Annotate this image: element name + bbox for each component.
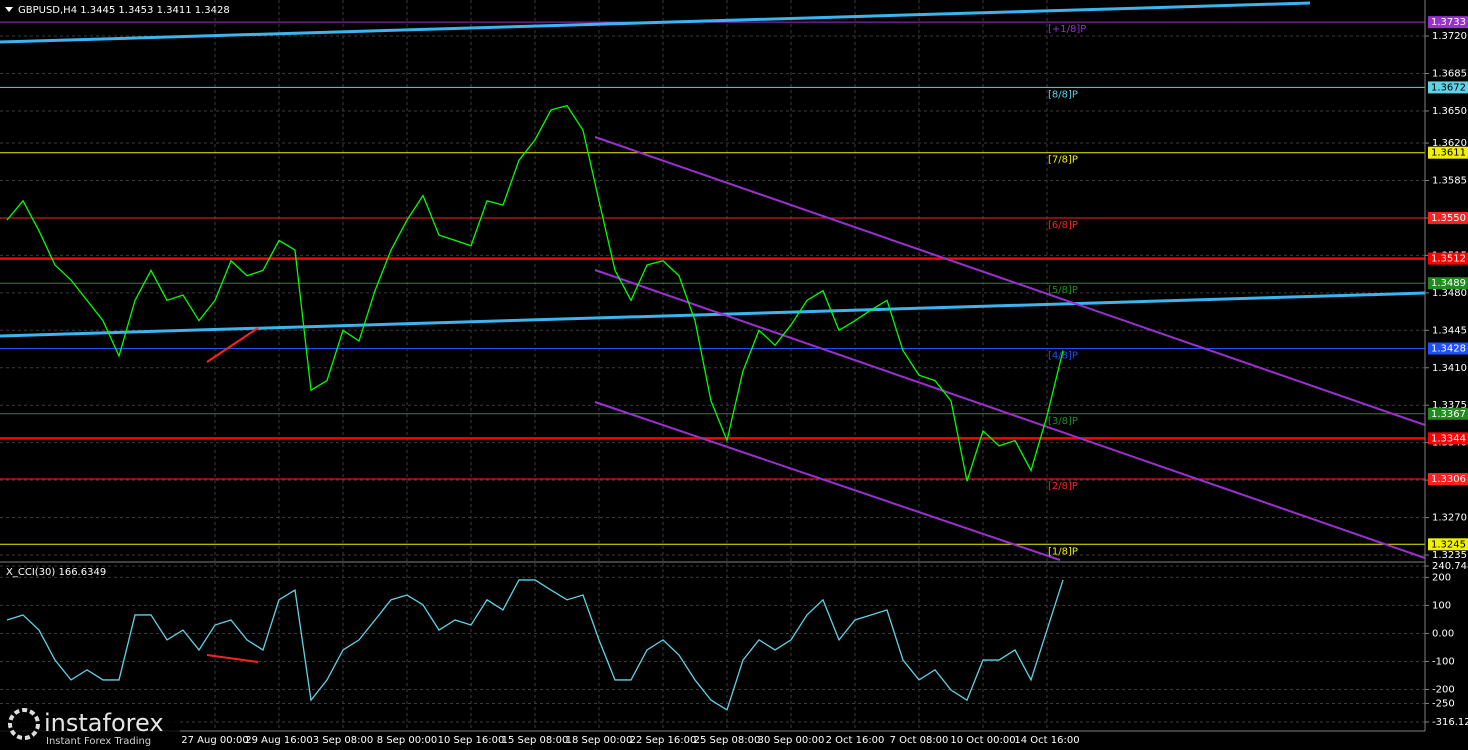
level-name: [5/8]P: [1048, 285, 1078, 296]
chart-title: GBPUSD,H4 1.3445 1.3453 1.3411 1.3428: [18, 5, 230, 16]
x-tick-label: 25 Sep 08:00: [694, 735, 761, 746]
y-tick-label: 200: [1432, 572, 1451, 583]
level-label: 1.3367: [1431, 409, 1466, 420]
x-tick-label: 10 Sep 16:00: [438, 735, 505, 746]
level-label-bg: [1428, 81, 1468, 94]
trend-line: [0, 1, 1311, 44]
level-label: 1.3512: [1431, 254, 1466, 265]
indicator-title: X_CCI(30) 166.6349: [6, 567, 106, 578]
y-tick-label: 1.3650: [1432, 106, 1467, 117]
level-label: 1.3306: [1431, 474, 1466, 485]
x-tick-label: 10 Oct 00:00: [950, 735, 1015, 746]
menu-arrow: [5, 7, 13, 12]
y-tick-label: 0.00: [1432, 628, 1454, 639]
divergence-line: [206, 654, 259, 663]
x-tick-label: 22 Sep 16:00: [630, 735, 697, 746]
level-label-bg: [1428, 16, 1468, 29]
logo-tagline: Instant Forex Trading: [46, 736, 151, 747]
y-tick-label: 1.3445: [1432, 325, 1467, 336]
y-tick-label: 1.3585: [1432, 176, 1467, 187]
level-label: 1.3611: [1431, 148, 1466, 159]
level-label-bg: [1428, 473, 1468, 486]
y-tick-label: 1.3480: [1432, 288, 1467, 299]
channel-line: [594, 136, 1426, 426]
level-name: [4/8]P: [1048, 350, 1078, 361]
level-name: [3/8]P: [1048, 416, 1078, 427]
divergence-line: [206, 327, 259, 363]
y-tick-label: 1.3620: [1432, 138, 1467, 149]
y-tick-label: 1.3235: [1432, 550, 1467, 561]
y-tick-label: 100: [1432, 600, 1451, 611]
level-label-bg: [1428, 277, 1468, 290]
y-tick-label: 1.3685: [1432, 69, 1467, 80]
level-label-bg: [1428, 538, 1468, 551]
series-line: [6, 579, 1064, 711]
x-tick-label: 7 Oct 08:00: [890, 735, 949, 746]
y-tick-label: -200: [1432, 684, 1455, 695]
y-tick-label: 1.3375: [1432, 400, 1467, 411]
grid: [0, 0, 1425, 731]
y-tick-label: 1.3720: [1432, 31, 1467, 42]
y-tick-label: -250: [1432, 698, 1455, 709]
x-tick-label: 27 Aug 00:00: [181, 735, 248, 746]
x-tick-label: 18 Sep 00:00: [566, 735, 633, 746]
level-name: [1/8]P: [1048, 546, 1078, 557]
y-tick-label: -316.129: [1432, 717, 1468, 728]
level-label-bg: [1428, 432, 1468, 445]
series-line: [6, 104, 1064, 482]
channel-line: [594, 401, 1061, 561]
level-label-bg: [1428, 146, 1468, 159]
y-tick-label: -100: [1432, 656, 1455, 667]
level-label-bg: [1428, 342, 1468, 355]
x-tick-label: 8 Sep 00:00: [377, 735, 437, 746]
level-label: 1.3489: [1431, 278, 1466, 289]
x-tick-label: 29 Aug 16:00: [245, 735, 312, 746]
logo-text: instaforex: [44, 709, 164, 737]
y-tick-label: 1.3270: [1432, 513, 1467, 524]
trend-line: [0, 291, 1426, 338]
level-label: 1.3344: [1431, 433, 1466, 444]
x-tick-label: 30 Sep 00:00: [758, 735, 825, 746]
level-label: 1.3550: [1431, 213, 1466, 224]
level-name: [+1/8]P: [1048, 24, 1086, 35]
level-label-bg: [1428, 252, 1468, 265]
level-name: [6/8]P: [1048, 220, 1078, 231]
level-label-bg: [1428, 211, 1468, 224]
x-tick-label: 3 Sep 08:00: [313, 735, 373, 746]
level-label: 1.3245: [1431, 539, 1466, 550]
level-name: [7/8]P: [1048, 155, 1078, 166]
logo: instaforex Instant Forex Trading: [0, 705, 180, 750]
level-label: 1.3733: [1431, 17, 1466, 28]
y-tick-label: 240.7484: [1432, 561, 1468, 572]
level-label: 1.3672: [1431, 82, 1466, 93]
level-label-bg: [1428, 407, 1468, 420]
x-tick-label: 2 Oct 16:00: [826, 735, 885, 746]
channel-line: [594, 269, 1426, 559]
series: [6, 104, 1064, 711]
logo-icon: [8, 708, 40, 740]
y-tick-label: 1.3410: [1432, 363, 1467, 374]
trend-lines: [0, 1, 1426, 663]
level-label: 1.3428: [1431, 343, 1466, 354]
axis-labels: 1.3720 1.3685 1.3650 1.3620 1.3585 1.3550 1.35…: [181, 16, 1468, 746]
x-tick-label: 14 Oct 16:00: [1014, 735, 1079, 746]
level-name: [8/8]P: [1048, 89, 1078, 100]
x-tick-label: 15 Sep 08:00: [502, 735, 569, 746]
level-name: [2/8]P: [1048, 481, 1078, 492]
levels: [+1/8]P [8/8]P [7/8]P [6/8]P [5/8]P [4/8]P [3/…: [0, 21, 1425, 557]
